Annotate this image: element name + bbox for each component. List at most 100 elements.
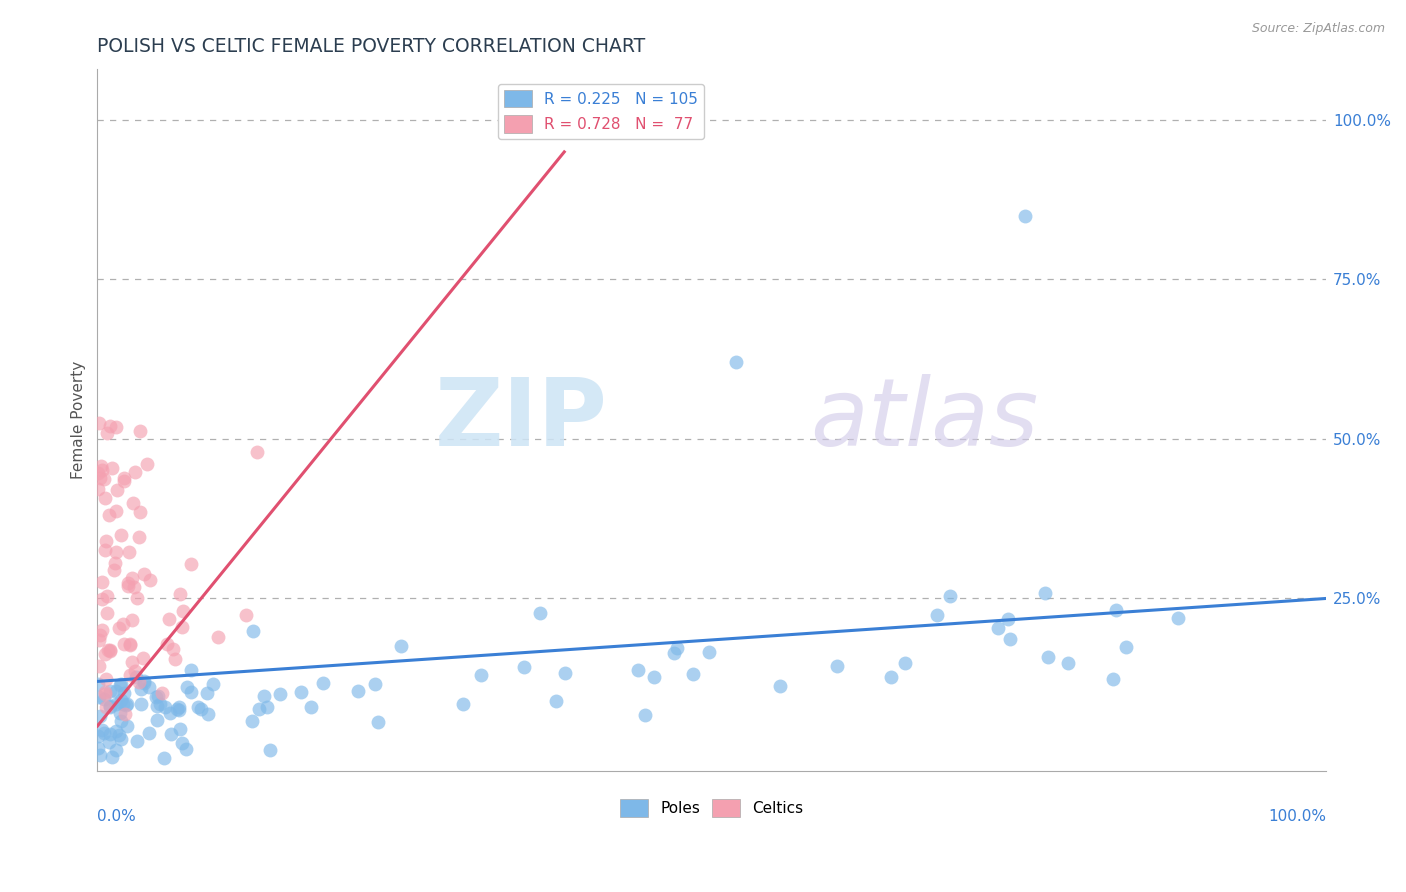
Point	[98, 735, 121, 749]
Point	[1057, 657, 1080, 671]
Point	[98, 644, 121, 658]
Point	[110, 528, 132, 542]
Point	[180, 557, 202, 571]
Point	[121, 613, 143, 627]
Point	[190, 702, 212, 716]
Point	[101, 461, 124, 475]
Point	[159, 706, 181, 720]
Point	[87, 741, 110, 756]
Point	[129, 682, 152, 697]
Point	[112, 686, 135, 700]
Point	[112, 471, 135, 485]
Point	[114, 706, 136, 721]
Point	[240, 714, 263, 728]
Text: 0.0%: 0.0%	[97, 809, 136, 824]
Point	[389, 639, 412, 653]
Point	[146, 698, 169, 713]
Point	[98, 684, 121, 698]
Point	[89, 659, 111, 673]
Point	[529, 607, 551, 621]
Point	[259, 742, 281, 756]
Point	[87, 482, 110, 496]
Point	[554, 665, 576, 680]
Point	[91, 592, 114, 607]
Point	[105, 698, 128, 712]
Point	[115, 698, 138, 712]
Text: 100.0%: 100.0%	[1268, 809, 1326, 824]
Point	[118, 545, 141, 559]
Point	[121, 496, 143, 510]
Point	[893, 657, 915, 671]
Text: atlas: atlas	[810, 375, 1038, 466]
Point	[111, 697, 134, 711]
Point	[104, 544, 127, 558]
Text: POLISH VS CELTIC FEMALE POVERTY CORRELATION CHART: POLISH VS CELTIC FEMALE POVERTY CORRELAT…	[97, 37, 645, 56]
Point	[91, 575, 114, 590]
Point	[299, 700, 322, 714]
Point	[89, 628, 111, 642]
Point	[103, 563, 125, 577]
Point	[94, 673, 117, 687]
Point	[124, 466, 146, 480]
Point	[132, 676, 155, 690]
Point	[97, 508, 120, 522]
Point	[87, 690, 110, 705]
Point	[89, 471, 111, 485]
Point	[87, 632, 110, 647]
Point	[172, 603, 194, 617]
Point	[725, 355, 748, 369]
Point	[157, 611, 180, 625]
Point	[153, 700, 176, 714]
Point	[256, 700, 278, 714]
Point	[117, 579, 139, 593]
Point	[879, 670, 901, 684]
Point	[98, 419, 121, 434]
Point	[150, 686, 173, 700]
Point	[124, 664, 146, 678]
Point	[1167, 610, 1189, 624]
Point	[925, 608, 948, 623]
Point	[121, 571, 143, 585]
Point	[148, 689, 170, 703]
Point	[170, 620, 193, 634]
Point	[207, 630, 229, 644]
Point	[89, 747, 111, 762]
Point	[312, 675, 335, 690]
Point	[93, 647, 115, 661]
Text: Source: ZipAtlas.com: Source: ZipAtlas.com	[1251, 22, 1385, 36]
Point	[91, 623, 114, 637]
Point	[170, 736, 193, 750]
Point	[87, 676, 110, 690]
Point	[1104, 603, 1126, 617]
Point	[89, 709, 111, 723]
Point	[118, 637, 141, 651]
Point	[174, 742, 197, 756]
Point	[627, 663, 650, 677]
Point	[96, 425, 118, 440]
Point	[138, 726, 160, 740]
Point	[100, 699, 122, 714]
Point	[156, 637, 179, 651]
Point	[138, 681, 160, 695]
Point	[87, 729, 110, 743]
Point	[290, 685, 312, 699]
Point	[94, 685, 117, 699]
Point	[195, 686, 218, 700]
Point	[139, 573, 162, 587]
Point	[110, 693, 132, 707]
Point	[167, 700, 190, 714]
Point	[145, 690, 167, 705]
Point	[162, 642, 184, 657]
Legend: Poles, Celtics: Poles, Celtics	[614, 793, 808, 822]
Point	[666, 641, 689, 656]
Point	[1036, 649, 1059, 664]
Point	[246, 445, 269, 459]
Point	[825, 658, 848, 673]
Point	[166, 702, 188, 716]
Point	[682, 667, 704, 681]
Point	[98, 700, 121, 714]
Point	[94, 687, 117, 701]
Point	[122, 580, 145, 594]
Point	[253, 689, 276, 703]
Point	[110, 714, 132, 728]
